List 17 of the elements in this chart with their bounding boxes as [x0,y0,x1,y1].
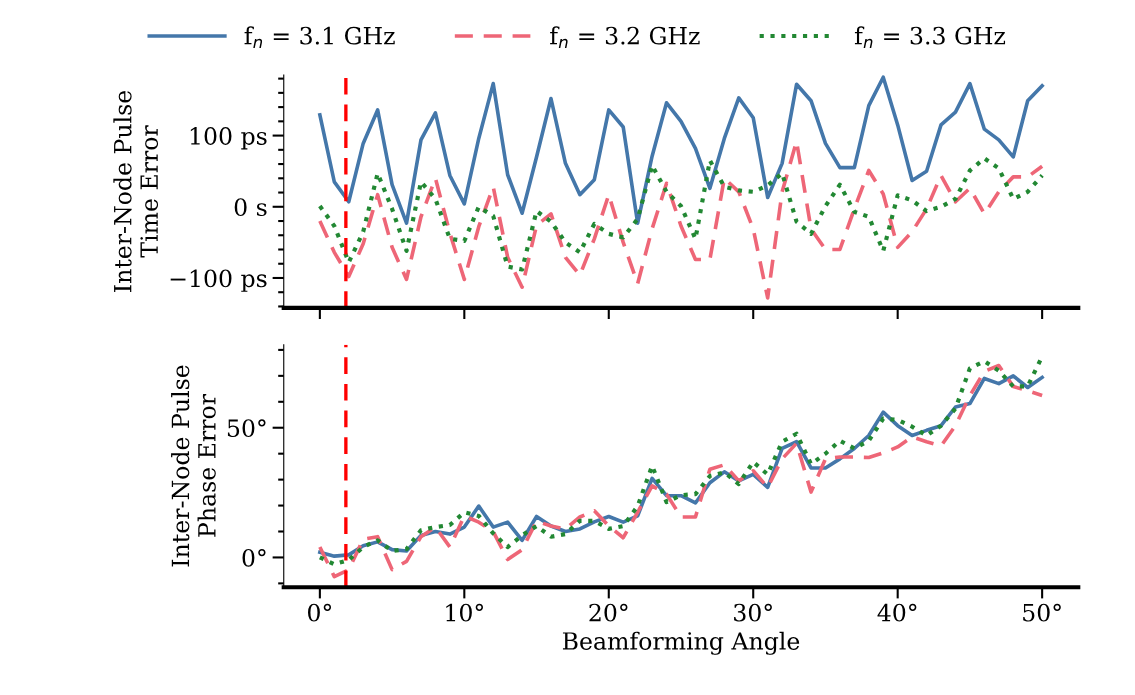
x-tick-label: 50° [1023,603,1061,622]
x-tick-label: 10° [446,603,483,622]
y-tick-label: 0° [242,548,266,567]
x-axis-title: Beamforming Angle [562,631,800,655]
legend-label: f$_{n}$ = 3.3 GHz [854,26,1006,49]
y-tick-label: 100 ps [190,127,267,150]
x-tick-label: 40° [877,603,917,622]
y-tick-label: 50° [227,419,266,438]
legend-label: f$_{n}$ = 3.2 GHz [550,26,700,49]
x-tick-label: 0° [308,603,332,622]
y-axis-title: Inter-Node Pulse Phase Error [171,365,216,567]
legend-label: f$_{n}$ = 3.1 GHz [244,26,395,49]
x-tick-label: 30° [734,603,772,622]
y-axis-title: Inter-Node Pulse Time Error [113,90,159,292]
y-tick-label: −100 ps [170,269,267,292]
x-tick-label: 20° [589,603,628,622]
y-tick-label: 0 s [234,198,267,217]
